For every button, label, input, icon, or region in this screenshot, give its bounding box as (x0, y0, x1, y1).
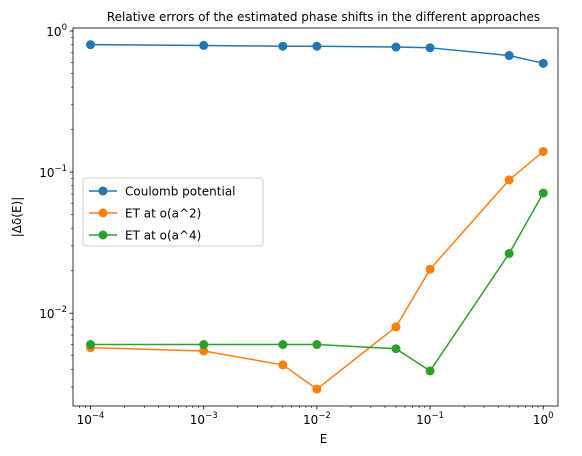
series-line (90, 192, 544, 372)
series-3 (86, 188, 548, 376)
series-line (90, 43, 544, 65)
legend-label: Coulomb potential (125, 185, 236, 199)
data-point (199, 346, 209, 356)
plot-area (72, 27, 559, 407)
y-tick-label: 10−1 (39, 164, 67, 180)
data-point (425, 366, 435, 376)
legend-label: ET at o(a^4) (125, 229, 201, 243)
series-2 (86, 146, 548, 394)
data-point (425, 264, 435, 274)
legend-marker (98, 186, 108, 196)
x-axis: 10−4 10−3 10−2 10−1 100 (77, 406, 554, 427)
x-tick-label: 10−3 (190, 411, 218, 427)
data-point (538, 188, 548, 198)
data-point (312, 340, 322, 350)
data-point (86, 340, 96, 350)
data-point (312, 384, 322, 394)
y-axis-label: |Δδ(E)| (10, 197, 24, 238)
data-point (538, 146, 548, 156)
series-layer (86, 40, 548, 394)
legend-item: ET at o(a^2) (89, 207, 201, 221)
legend-marker (98, 208, 108, 218)
data-point (391, 322, 401, 332)
legend-marker (98, 230, 108, 240)
data-point (425, 43, 435, 53)
data-point (504, 248, 514, 258)
y-tick-label: 10−2 (39, 305, 67, 321)
data-point (538, 58, 548, 68)
legend-box (82, 177, 264, 247)
data-point (504, 175, 514, 185)
legend-item: ET at o(a^4) (89, 229, 201, 243)
data-point (278, 360, 288, 370)
x-axis-label: E (320, 432, 328, 446)
y-axis: 10−2 10−1 100 (39, 23, 73, 388)
data-point (278, 340, 288, 350)
chart-title: Relative errors of the estimated phase s… (107, 10, 540, 24)
series-line (90, 150, 544, 390)
data-point (391, 344, 401, 354)
x-tick-label: 10−1 (416, 411, 444, 427)
plot-frame (72, 27, 559, 407)
data-point (199, 340, 209, 350)
data-point (391, 42, 401, 52)
data-point (312, 41, 322, 51)
data-point (504, 51, 514, 61)
x-tick-label: 10−4 (77, 411, 105, 427)
data-point (278, 41, 288, 51)
legend-label: ET at o(a^2) (125, 207, 201, 221)
legend: Coulomb potential ET at o(a^2) ET at o(a^4… (82, 177, 264, 247)
x-tick-label: 100 (533, 411, 554, 427)
data-point (199, 40, 209, 50)
legend-item: Coulomb potential (89, 185, 236, 199)
x-tick-label: 10−2 (303, 411, 331, 427)
series-1 (86, 40, 548, 68)
data-point (86, 40, 96, 50)
y-tick-label: 100 (46, 23, 67, 39)
